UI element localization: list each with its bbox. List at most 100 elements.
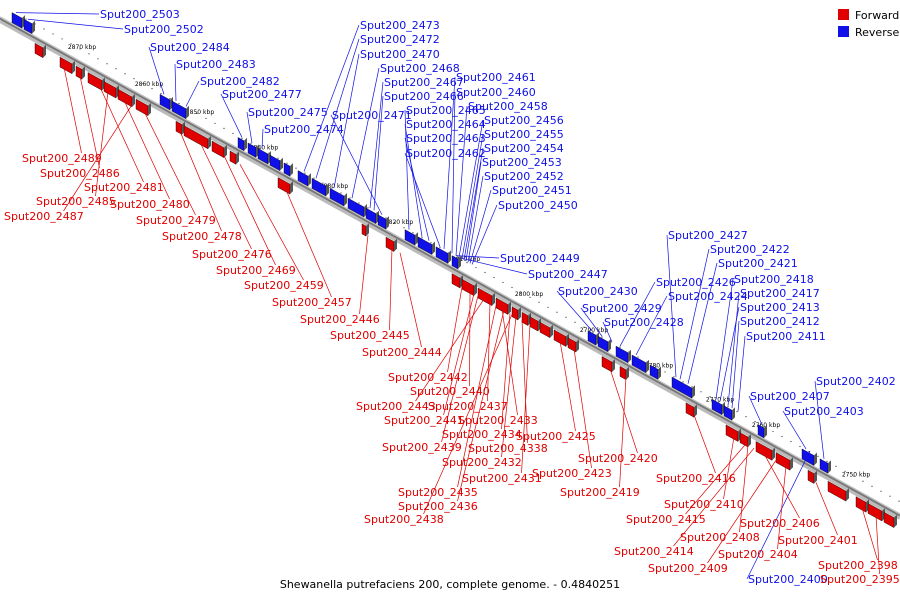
minor-tick — [547, 306, 549, 308]
minor-tick — [367, 207, 369, 209]
gene-label-reverse: Sput200_2482 — [200, 75, 280, 88]
gene-label-reverse: Sput200_2426 — [656, 276, 736, 289]
gene-shade — [224, 144, 227, 158]
minor-tick — [394, 222, 396, 224]
leader-line — [123, 100, 170, 200]
gene-label-forward: Sput200_2416 — [656, 472, 736, 485]
gene-label-forward: Sput200_2443 — [356, 400, 436, 413]
gene-label-forward: Sput200_2436 — [398, 500, 478, 513]
gene-label-reverse: Sput200_2475 — [248, 106, 328, 119]
gene-label-reverse: Sput200_2402 — [816, 375, 896, 388]
leader-line — [471, 204, 498, 265]
minor-tick — [880, 490, 882, 492]
minor-tick — [466, 261, 468, 264]
gene-label-forward: Sput200_2445 — [330, 329, 410, 342]
leader-line — [685, 443, 747, 515]
gene-arrows — [11, 12, 897, 529]
leader-line — [723, 437, 735, 500]
leader-line — [443, 293, 475, 416]
gene-label-forward: Sput200_2410 — [664, 498, 744, 511]
gene-shade — [366, 223, 369, 237]
leader-line — [447, 286, 463, 373]
leader-line — [469, 189, 492, 264]
minor-tick — [196, 112, 198, 115]
gene-shade — [132, 93, 135, 107]
leader-line — [389, 248, 393, 331]
leader-line — [573, 348, 592, 469]
tick-label: 2760 kbp — [752, 422, 780, 429]
minor-tick — [124, 73, 126, 75]
minor-tick — [754, 421, 756, 423]
gene-label-reverse: Sput200_2418 — [734, 273, 814, 286]
minor-tick — [133, 78, 135, 80]
gene-label-reverse: Sput200_2458 — [468, 100, 548, 113]
gene-shade — [550, 324, 553, 338]
leader-line — [619, 377, 627, 488]
gene-label-reverse: Sput200_2450 — [498, 199, 578, 212]
gene-label-reverse: Sput200_2449 — [500, 252, 580, 265]
gene-shade — [628, 349, 631, 363]
gene-label-reverse: Sput200_2467 — [384, 76, 464, 89]
minor-tick — [61, 38, 63, 40]
gene-shade — [344, 192, 347, 206]
gene-label-reverse: Sput200_2428 — [604, 316, 684, 329]
gene-shade — [448, 250, 451, 264]
minor-tick — [655, 366, 657, 368]
minor-tick — [520, 291, 522, 293]
gene-label-forward: Sput200_2434 — [442, 428, 522, 441]
leader-line — [763, 453, 800, 519]
leader-line — [261, 128, 264, 149]
gene-label-reverse: Sput200_2403 — [784, 405, 864, 418]
gene-shade — [828, 460, 831, 474]
gene-label-reverse: Sput200_2483 — [176, 58, 256, 71]
minor-tick — [142, 83, 144, 85]
minor-tick — [637, 356, 639, 358]
minor-tick — [97, 58, 99, 60]
leader-line — [404, 152, 441, 247]
forward-gene — [361, 223, 367, 237]
leader-line — [580, 307, 603, 337]
gene-label-forward: Sput200_2409 — [648, 562, 728, 575]
leader-line — [423, 314, 513, 515]
tick-label: 2850 kbp — [186, 109, 214, 116]
minor-tick — [565, 316, 567, 318]
leader-line — [451, 91, 456, 254]
gene-shade — [732, 407, 735, 421]
tick-label: 2750 kbp — [842, 471, 870, 478]
gene-shade — [432, 241, 435, 255]
gene-label-reverse: Sput200_2422 — [710, 243, 790, 256]
legend-forward-swatch — [838, 9, 849, 20]
leader-line — [79, 75, 100, 169]
gene-label-forward: Sput200_2487 — [4, 210, 84, 223]
leader-line — [467, 175, 484, 263]
gene-shade — [608, 338, 611, 352]
minor-tick — [826, 460, 828, 462]
gene-label-forward: Sput200_2408 — [680, 531, 760, 544]
gene-shade — [814, 452, 817, 466]
gene-shade — [386, 216, 389, 230]
backbone-highlight — [0, 16, 900, 515]
leader-line — [441, 295, 479, 443]
gene-label-forward: Sput200_2398 — [818, 559, 898, 572]
leader-line — [330, 114, 383, 215]
gene-label-reverse: Sput200_2463 — [406, 132, 486, 145]
gene-label-forward: Sput200_2476 — [192, 248, 272, 261]
gene-shade — [508, 301, 511, 315]
gene-label-reverse: Sput200_2484 — [150, 41, 230, 54]
gene-label-forward: Sput200_2444 — [362, 346, 442, 359]
minor-tick — [871, 485, 873, 487]
gene-label-reverse: Sput200_2400 — [748, 573, 828, 586]
gene-shade — [576, 339, 579, 353]
minor-tick — [349, 197, 351, 199]
leader-line — [815, 482, 838, 536]
leader-line — [461, 133, 484, 259]
minor-tick — [790, 440, 792, 443]
gene-label-reverse: Sput200_2451 — [492, 184, 572, 197]
gene-shade — [415, 232, 418, 246]
gene-shade — [32, 20, 35, 34]
leader-line — [285, 189, 332, 298]
leader-line — [443, 76, 456, 250]
minor-tick — [151, 88, 153, 90]
gene-shade — [772, 447, 775, 461]
gene-shade — [394, 238, 397, 252]
